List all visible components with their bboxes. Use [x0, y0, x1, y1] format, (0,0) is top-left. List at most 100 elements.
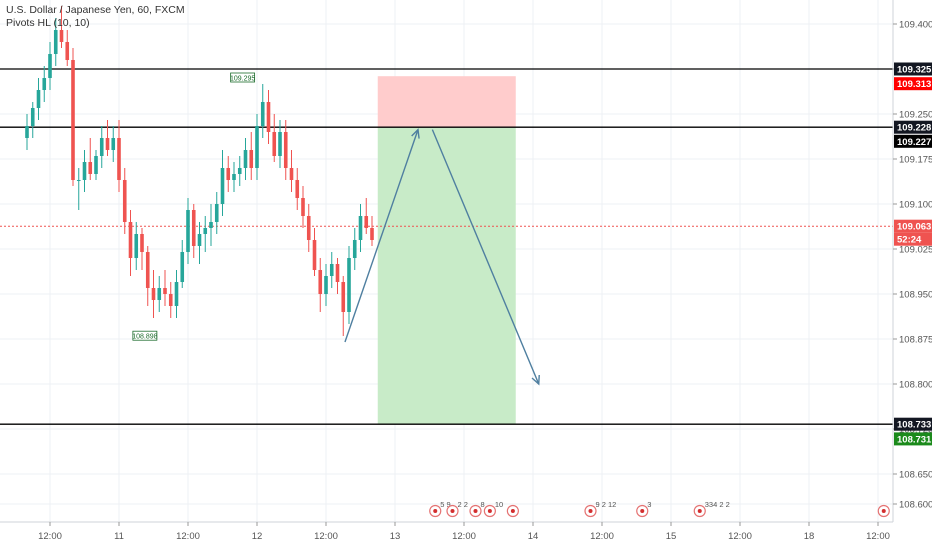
price-label: 108.733 [897, 420, 931, 431]
candle-body [105, 138, 110, 150]
stop-loss-zone[interactable] [377, 76, 516, 128]
candle-body [312, 240, 317, 270]
candle-body [318, 270, 323, 294]
candle-body [370, 228, 374, 240]
candle-body [71, 60, 75, 180]
candle-body [117, 138, 121, 180]
event-marker-label: 9 2 12 [596, 500, 617, 509]
time-axis-panel [0, 522, 932, 550]
event-marker-label: 2 2 [458, 500, 468, 509]
pivot-label-box [230, 72, 256, 83]
candle-body [232, 174, 236, 180]
price-tick-label: 109.400 [899, 20, 932, 31]
candle-body [94, 156, 98, 174]
price-tick-label: 109.025 [899, 245, 932, 256]
candle-body [134, 234, 139, 258]
price-label: 52:24 [897, 235, 922, 246]
price-tick-label: 108.800 [899, 380, 932, 391]
candle-body [59, 30, 64, 42]
candle-body [341, 282, 346, 312]
candle-body [260, 102, 265, 126]
time-tick-label: 12 [252, 531, 263, 542]
candle-body [30, 108, 35, 126]
candle-body [283, 132, 288, 168]
candle-body [151, 288, 156, 300]
event-marker-dot [881, 509, 886, 513]
price-label: 109.325 [897, 65, 932, 76]
candle-body [99, 138, 104, 156]
price-tick-label: 108.650 [899, 470, 932, 481]
price-label-box [894, 432, 932, 446]
candle-body [329, 264, 334, 276]
candle-body [82, 162, 87, 180]
event-marker-dot [640, 509, 645, 513]
indicator-title: Pivots HL (10, 10) [6, 17, 90, 29]
candle-body [364, 216, 369, 228]
candle-body [255, 126, 259, 168]
candle-body [237, 168, 242, 174]
candle-body [25, 126, 29, 138]
price-tick-label: 109.100 [899, 200, 932, 211]
trend-arrow[interactable] [344, 129, 419, 343]
price-label: 109.313 [897, 79, 931, 90]
candle-body [186, 210, 190, 252]
candle-body [266, 102, 271, 132]
candle-body [36, 90, 41, 108]
pivot-label: 109.295 [230, 75, 255, 82]
candle-body [358, 216, 363, 240]
candle-body [42, 78, 47, 90]
event-marker-label: 3 [647, 500, 651, 509]
candle-body [301, 198, 305, 216]
candle-body [168, 294, 173, 306]
price-tick-label: 109.250 [899, 110, 932, 121]
time-tick-label: 12:00 [38, 531, 62, 542]
price-label-box [894, 120, 932, 134]
event-marker-dot [473, 509, 478, 513]
candle-body [174, 282, 179, 306]
event-marker-label: 10 [495, 500, 503, 509]
candle-body [76, 180, 81, 181]
price-label: 109.228 [897, 123, 931, 134]
time-tick-label: 12:00 [176, 531, 200, 542]
time-tick-label: 18 [804, 531, 815, 542]
candle-body [335, 264, 340, 282]
candle-body [214, 204, 219, 222]
pivot-label: 108.898 [132, 334, 157, 341]
time-tick-label: 12:00 [314, 531, 338, 542]
candle-body [65, 42, 70, 60]
time-tick-label: 12:00 [728, 531, 752, 542]
candle-body [163, 288, 167, 294]
trend-arrow-head [531, 374, 540, 386]
candle-body [352, 240, 357, 258]
candle-body [295, 180, 300, 198]
pivot-label-box [132, 330, 158, 341]
trend-arrow[interactable] [431, 129, 540, 385]
price-tick-label: 108.875 [899, 335, 932, 346]
event-marker-dot [697, 509, 702, 513]
candle-body [272, 132, 277, 156]
event-marker-dot [487, 509, 492, 513]
candle-body [306, 216, 311, 240]
symbol-title: U.S. Dollar / Japanese Yen, 60, FXCM [6, 4, 185, 16]
price-label: 108.731 [897, 434, 932, 445]
price-label: 109.063 [897, 222, 931, 233]
time-tick-label: 14 [528, 531, 539, 542]
price-label-box [894, 417, 932, 431]
time-tick-label: 12:00 [866, 531, 890, 542]
candle-body [53, 30, 58, 54]
time-tick-label: 12:00 [452, 531, 476, 542]
chart-header: U.S. Dollar / Japanese Yen, 60, FXCM Piv… [6, 4, 185, 30]
event-marker-dot [588, 509, 593, 513]
candle-body [145, 252, 150, 288]
event-marker-label: 5 9 [440, 500, 450, 509]
event-marker-label: 334 2 2 [705, 500, 730, 509]
price-tick-label: 108.600 [899, 500, 932, 511]
candle-body [48, 54, 52, 78]
take-profit-zone[interactable] [377, 127, 516, 425]
candle-body [243, 150, 248, 168]
candle-body [191, 210, 196, 246]
price-label-box [894, 134, 932, 148]
price-label-box [894, 77, 932, 91]
